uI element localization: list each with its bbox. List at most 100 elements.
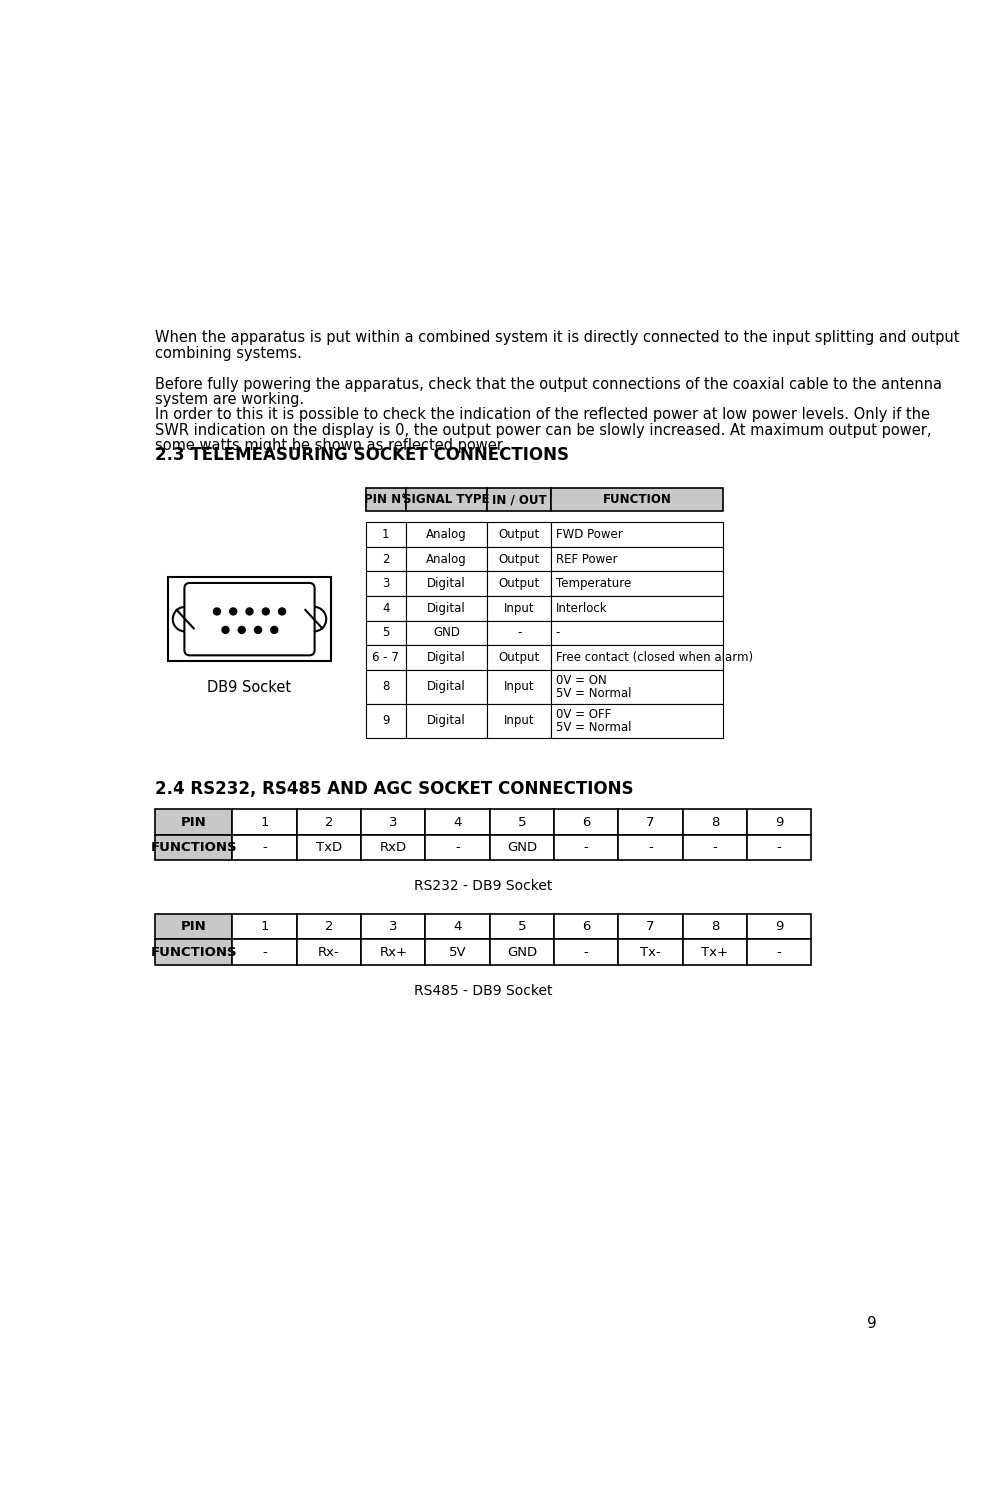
Text: Temperature: Temperature — [555, 577, 630, 590]
Text: TxD: TxD — [316, 841, 342, 855]
FancyBboxPatch shape — [405, 620, 486, 646]
Text: 5V = Normal: 5V = Normal — [555, 688, 631, 700]
FancyBboxPatch shape — [486, 547, 551, 571]
Text: Digital: Digital — [427, 602, 465, 614]
FancyBboxPatch shape — [551, 646, 722, 670]
Text: In order to this it is possible to check the indication of the reflected power a: In order to this it is possible to check… — [154, 407, 929, 422]
Text: RS232 - DB9 Socket: RS232 - DB9 Socket — [413, 879, 552, 894]
FancyBboxPatch shape — [365, 488, 405, 511]
FancyBboxPatch shape — [405, 488, 486, 511]
FancyBboxPatch shape — [365, 571, 405, 596]
Text: Analog: Analog — [426, 553, 466, 566]
FancyBboxPatch shape — [746, 835, 810, 861]
Text: Input: Input — [504, 715, 534, 727]
Text: 1: 1 — [260, 921, 269, 933]
FancyBboxPatch shape — [486, 488, 551, 511]
FancyBboxPatch shape — [489, 835, 554, 861]
Text: GND: GND — [507, 946, 537, 958]
Text: FWD Power: FWD Power — [555, 527, 622, 541]
FancyBboxPatch shape — [405, 596, 486, 620]
FancyBboxPatch shape — [618, 939, 682, 964]
Text: 3: 3 — [388, 921, 397, 933]
Text: some watts might be shown as reflected power.: some watts might be shown as reflected p… — [154, 439, 506, 454]
FancyBboxPatch shape — [486, 571, 551, 596]
Text: 6: 6 — [582, 816, 590, 829]
FancyBboxPatch shape — [425, 915, 489, 939]
FancyBboxPatch shape — [365, 704, 405, 737]
Text: 4: 4 — [453, 921, 461, 933]
FancyBboxPatch shape — [554, 835, 618, 861]
FancyBboxPatch shape — [554, 810, 618, 835]
FancyBboxPatch shape — [365, 523, 405, 547]
FancyBboxPatch shape — [746, 810, 810, 835]
Text: Digital: Digital — [427, 652, 465, 664]
Text: PIN N°: PIN N° — [364, 493, 407, 506]
FancyBboxPatch shape — [551, 488, 722, 511]
FancyBboxPatch shape — [554, 915, 618, 939]
Text: -: - — [712, 841, 716, 855]
FancyBboxPatch shape — [361, 810, 425, 835]
FancyBboxPatch shape — [154, 915, 233, 939]
FancyBboxPatch shape — [365, 547, 405, 571]
Circle shape — [301, 607, 326, 631]
Text: 9: 9 — [867, 1316, 877, 1331]
FancyBboxPatch shape — [297, 939, 361, 964]
Text: Rx+: Rx+ — [379, 946, 407, 958]
Circle shape — [222, 626, 229, 634]
Text: -: - — [648, 841, 652, 855]
Text: 1: 1 — [382, 527, 389, 541]
Text: Output: Output — [498, 652, 540, 664]
Circle shape — [173, 607, 198, 631]
FancyBboxPatch shape — [365, 646, 405, 670]
FancyBboxPatch shape — [486, 646, 551, 670]
Text: 8: 8 — [710, 816, 718, 829]
Text: 9: 9 — [774, 921, 782, 933]
FancyBboxPatch shape — [425, 835, 489, 861]
Text: SWR indication on the display is 0, the output power can be slowly increased. At: SWR indication on the display is 0, the … — [154, 422, 931, 437]
Text: 9: 9 — [774, 816, 782, 829]
FancyBboxPatch shape — [297, 810, 361, 835]
FancyBboxPatch shape — [233, 915, 297, 939]
Text: FUNCTIONS: FUNCTIONS — [150, 946, 237, 958]
Text: Analog: Analog — [426, 527, 466, 541]
FancyBboxPatch shape — [297, 835, 361, 861]
FancyBboxPatch shape — [551, 571, 722, 596]
Text: Interlock: Interlock — [555, 602, 607, 614]
Text: -: - — [776, 946, 780, 958]
Text: RxD: RxD — [379, 841, 406, 855]
FancyBboxPatch shape — [405, 670, 486, 704]
FancyBboxPatch shape — [361, 915, 425, 939]
FancyBboxPatch shape — [486, 596, 551, 620]
FancyBboxPatch shape — [168, 577, 331, 661]
Text: 4: 4 — [382, 602, 389, 614]
FancyBboxPatch shape — [618, 810, 682, 835]
Text: 1: 1 — [260, 816, 269, 829]
FancyBboxPatch shape — [682, 915, 746, 939]
Text: 7: 7 — [646, 921, 654, 933]
Text: 3: 3 — [388, 816, 397, 829]
Text: 2: 2 — [324, 816, 333, 829]
FancyBboxPatch shape — [551, 523, 722, 547]
Text: 9: 9 — [382, 715, 389, 727]
Text: 0V = ON: 0V = ON — [555, 673, 606, 686]
Text: -: - — [584, 946, 588, 958]
FancyBboxPatch shape — [486, 523, 551, 547]
Text: Digital: Digital — [427, 577, 465, 590]
Text: 5V: 5V — [448, 946, 466, 958]
Text: Output: Output — [498, 577, 540, 590]
Text: Before fully powering the apparatus, check that the output connections of the co: Before fully powering the apparatus, che… — [154, 377, 941, 392]
FancyBboxPatch shape — [361, 835, 425, 861]
Circle shape — [238, 626, 245, 634]
FancyBboxPatch shape — [154, 810, 233, 835]
Text: -: - — [584, 841, 588, 855]
FancyBboxPatch shape — [185, 583, 314, 655]
Text: REF Power: REF Power — [555, 553, 617, 566]
Text: Tx-: Tx- — [640, 946, 660, 958]
Text: system are working.: system are working. — [154, 392, 304, 407]
Text: Rx-: Rx- — [318, 946, 339, 958]
Text: SIGNAL TYPE: SIGNAL TYPE — [403, 493, 489, 506]
Text: Output: Output — [498, 527, 540, 541]
Text: -: - — [262, 946, 267, 958]
Text: -: - — [454, 841, 459, 855]
Text: GND: GND — [507, 841, 537, 855]
